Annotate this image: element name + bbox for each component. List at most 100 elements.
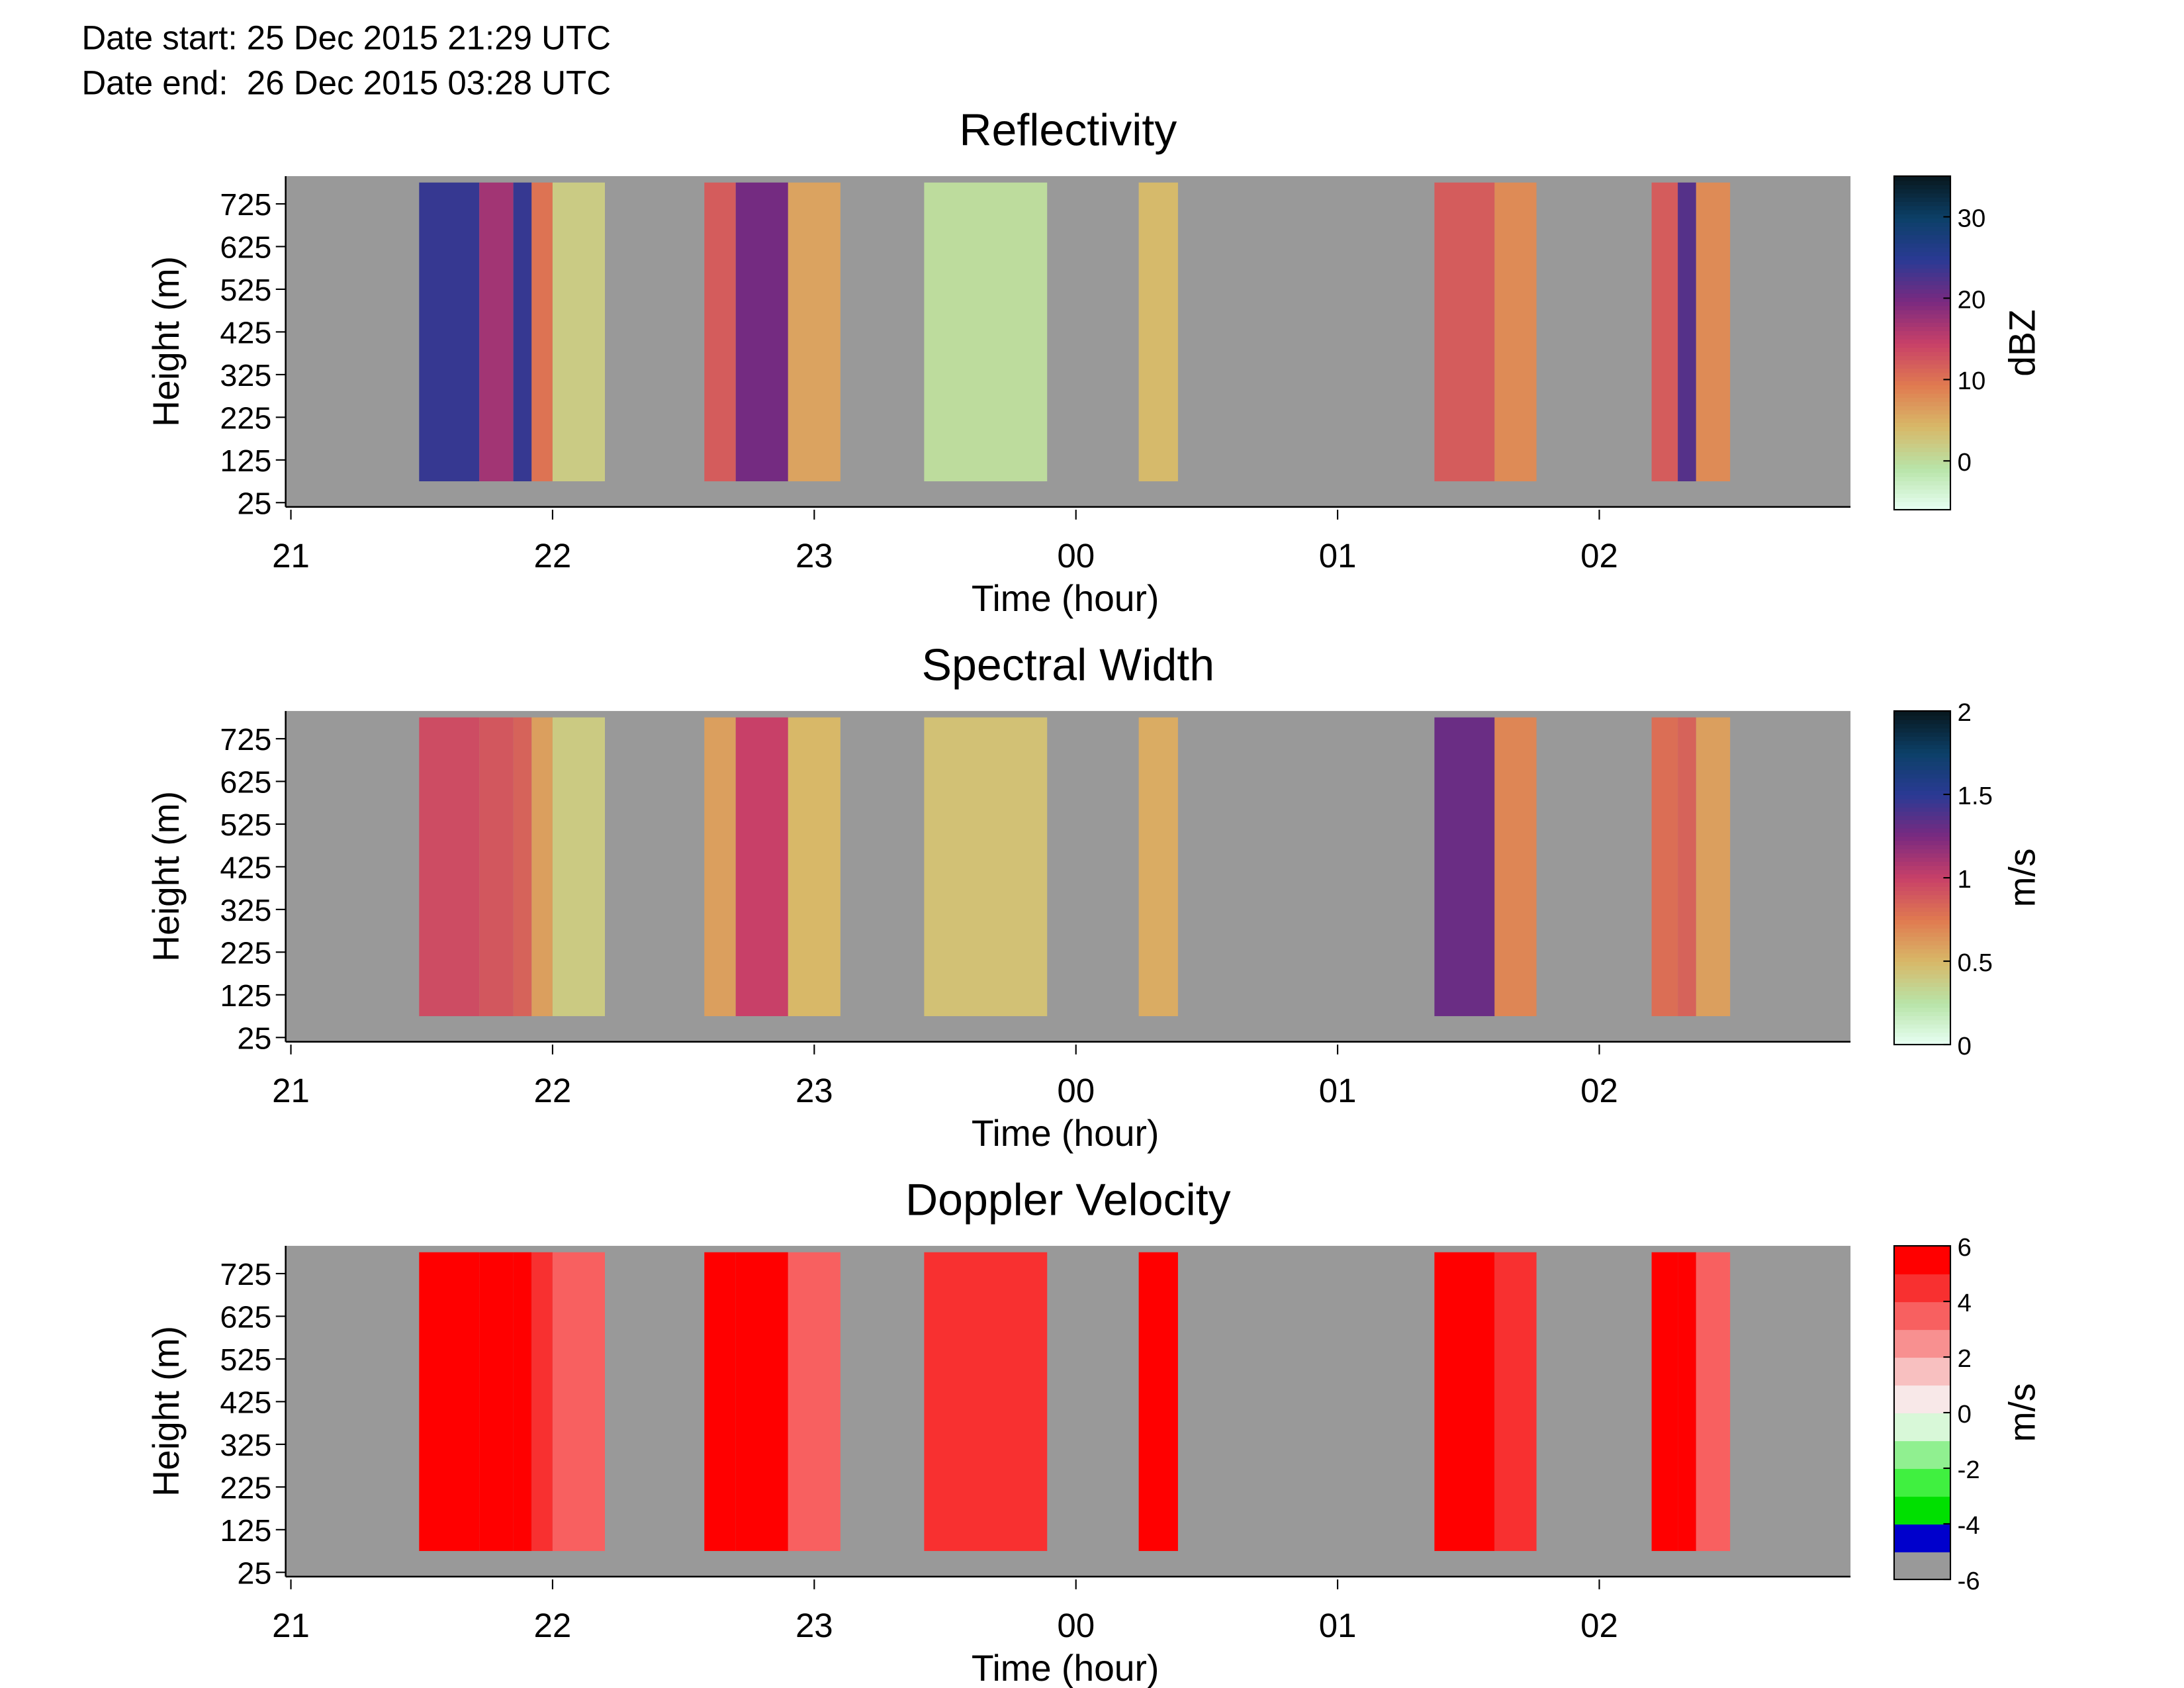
cell [1678, 182, 1696, 482]
colorbar-label: m/s [2002, 1383, 2043, 1442]
colorbar-tick-label: 0 [1958, 1032, 1972, 1060]
colorbar-swatch [1893, 927, 1951, 933]
colorbar-swatch [1893, 230, 1951, 236]
colorbar-label: dBZ [2002, 309, 2043, 376]
colorbar-swatch [1893, 372, 1951, 377]
cell [531, 717, 553, 1017]
colorbar-swatch [1893, 965, 1951, 970]
colorbar-tick-label: 1 [1958, 865, 1972, 894]
cell [552, 182, 606, 482]
colorbar-swatch [1893, 343, 1951, 348]
colorbar-swatch [1893, 289, 1951, 294]
x-tick-label: 21 [272, 1072, 310, 1109]
colorbar-swatch [1893, 459, 1951, 465]
colorbar-swatch [1893, 898, 1951, 904]
colorbar-swatch [1893, 434, 1951, 440]
panel-title: Spectral Width [922, 639, 1214, 690]
colorbar-swatch [1893, 218, 1951, 223]
colorbar-swatch [1893, 193, 1951, 198]
cell [924, 1252, 1048, 1552]
colorbar-swatch [1893, 949, 1951, 954]
colorbar-swatch [1893, 276, 1951, 281]
colorbar-swatch [1893, 1007, 1951, 1012]
colorbar-swatch [1893, 840, 1951, 845]
colorbar-swatch [1893, 1301, 1951, 1331]
x-tick-label: 22 [534, 537, 572, 575]
colorbar-swatch [1893, 455, 1951, 461]
colorbar-swatch [1893, 890, 1951, 896]
y-tick-label: 625 [220, 1299, 271, 1334]
colorbar-swatch [1893, 865, 1951, 870]
y-axis-label: Height (m) [146, 791, 187, 962]
cell [552, 1252, 606, 1552]
colorbar-swatch [1893, 931, 1951, 937]
colorbar-swatch [1893, 472, 1951, 477]
y-tick-label: 625 [220, 230, 271, 264]
colorbar-swatch [1893, 338, 1951, 344]
colorbar-swatch [1893, 711, 1951, 716]
colorbar-swatch [1893, 911, 1951, 916]
colorbar-swatch [1893, 853, 1951, 858]
cell [704, 1252, 736, 1552]
colorbar-tick-label: 4 [1958, 1289, 1972, 1317]
cell [513, 717, 532, 1017]
y-tick-label: 25 [237, 1021, 271, 1055]
date-start: Date start: 25 Dec 2015 21:29 UTC [81, 19, 611, 57]
colorbar-swatch [1893, 414, 1951, 419]
colorbar-swatch [1893, 919, 1951, 925]
y-axis-label: Height (m) [146, 1326, 187, 1497]
colorbar-swatch [1893, 451, 1951, 457]
cell [704, 717, 736, 1017]
colorbar-swatch [1893, 806, 1951, 812]
y-tick-label: 425 [220, 850, 271, 884]
colorbar-tick-label: -6 [1958, 1567, 1980, 1595]
cell [479, 717, 514, 1017]
colorbar-swatch [1893, 1040, 1951, 1046]
cell [419, 1252, 480, 1552]
colorbar-swatch [1893, 1413, 1951, 1442]
colorbar-swatch [1893, 184, 1951, 190]
panel-title: Doppler Velocity [905, 1174, 1231, 1225]
date-end: Date end: 26 Dec 2015 03:28 UTC [81, 64, 611, 102]
colorbar-swatch [1893, 998, 1951, 1004]
x-tick-label: 21 [272, 1607, 310, 1644]
colorbar-swatch [1893, 468, 1951, 473]
y-tick-label: 725 [220, 1257, 271, 1291]
colorbar-swatch [1893, 238, 1951, 244]
colorbar-swatch [1893, 740, 1951, 745]
colorbar-swatch [1893, 293, 1951, 298]
y-tick-label: 325 [220, 893, 271, 927]
cell [735, 717, 788, 1017]
cell [788, 182, 841, 482]
colorbar-swatch [1893, 176, 1951, 181]
colorbar-swatch [1893, 894, 1951, 900]
colorbar-swatch [1893, 201, 1951, 207]
colorbar-swatch [1893, 492, 1951, 498]
colorbar-swatch [1893, 301, 1951, 306]
colorbar-tick-label: -4 [1958, 1511, 1980, 1540]
colorbar-swatch [1893, 1468, 1951, 1497]
cell [419, 717, 480, 1017]
colorbar-swatch [1893, 376, 1951, 381]
colorbar-swatch [1893, 226, 1951, 232]
colorbar-swatch [1893, 255, 1951, 261]
colorbar-swatch [1893, 719, 1951, 725]
x-tick-label: 01 [1319, 537, 1357, 575]
colorbar-swatch [1893, 1496, 1951, 1525]
colorbar-swatch [1893, 940, 1951, 945]
colorbar-swatch [1893, 476, 1951, 481]
colorbar-tick-label: 10 [1958, 367, 1986, 395]
cell [479, 1252, 514, 1552]
colorbar-swatch [1893, 723, 1951, 729]
colorbar-swatch [1893, 777, 1951, 783]
colorbar-swatch [1893, 1329, 1951, 1358]
colorbar-swatch [1893, 819, 1951, 825]
colorbar-swatch [1893, 1440, 1951, 1470]
cell [1696, 1252, 1731, 1552]
cell [788, 1252, 841, 1552]
colorbar-swatch [1893, 334, 1951, 340]
cell [1434, 717, 1495, 1017]
colorbar-swatch [1893, 815, 1951, 820]
colorbar-swatch [1893, 1015, 1951, 1021]
y-tick-label: 125 [220, 1513, 271, 1548]
